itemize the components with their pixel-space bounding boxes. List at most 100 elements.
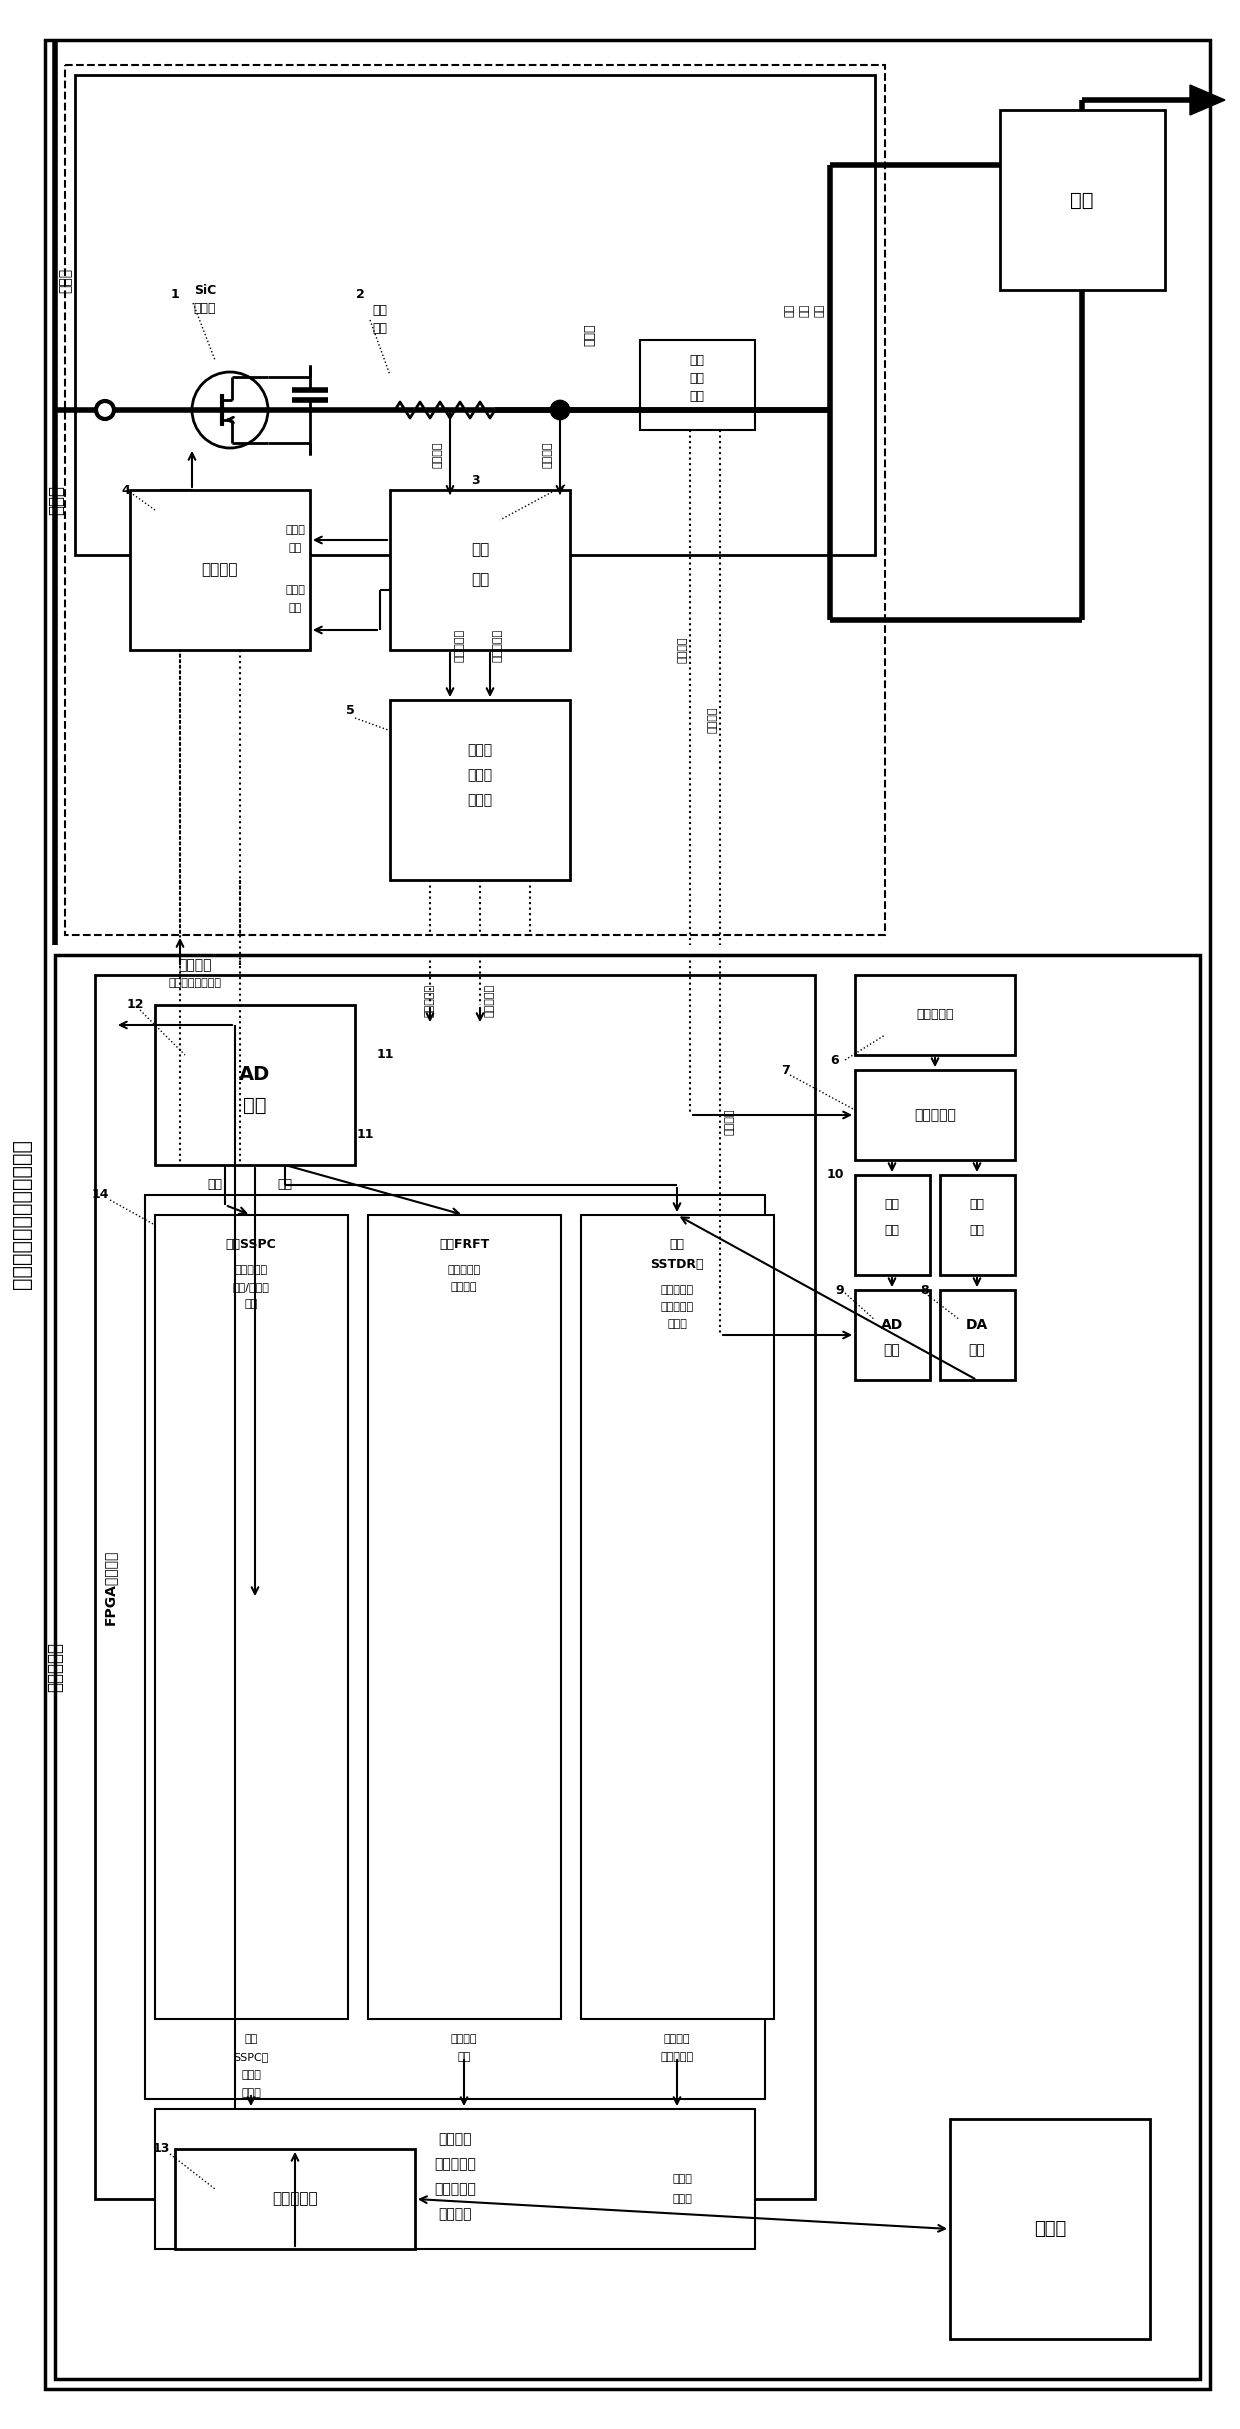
Text: 态信息: 态信息	[672, 2193, 692, 2203]
Text: FPGA主控模块: FPGA主控模块	[103, 1550, 117, 1625]
Text: 11: 11	[376, 1049, 394, 1061]
Text: 的系统故障: 的系统故障	[234, 1266, 268, 1275]
Text: 密闭舱命令: 密闭舱命令	[916, 1008, 954, 1023]
Text: 量上传: 量上传	[467, 792, 492, 806]
Text: 转换: 转换	[968, 1343, 986, 1358]
Text: 4: 4	[122, 483, 130, 496]
Text: 10: 10	[826, 1168, 843, 1180]
Bar	[130, 491, 310, 651]
Text: 决策控制: 决策控制	[179, 957, 212, 972]
Text: SSTDR的: SSTDR的	[650, 1258, 704, 1270]
Text: 检测: 检测	[372, 304, 387, 316]
Text: 保护: 保护	[244, 1300, 258, 1309]
Bar	[999, 109, 1166, 289]
Bar	[391, 700, 570, 879]
Text: 及定位信息: 及定位信息	[661, 2053, 693, 2062]
Text: DA: DA	[966, 1319, 988, 1331]
Bar	[640, 340, 755, 430]
Text: 系统故障诊: 系统故障诊	[434, 2181, 476, 2196]
Text: 调理后电流: 调理后电流	[425, 984, 435, 1018]
Text: 短路故障状态信号: 短路故障状态信号	[169, 979, 222, 989]
Text: 13: 13	[153, 2142, 170, 2155]
Bar	[175, 2150, 415, 2249]
Circle shape	[551, 401, 569, 418]
Text: 常规SSPC: 常规SSPC	[226, 1239, 277, 1251]
Text: 调理后电压: 调理后电压	[485, 984, 495, 1018]
Text: 故障检测: 故障检测	[451, 1283, 477, 1292]
Text: 调理后电压: 调理后电压	[455, 629, 465, 661]
Text: 基于: 基于	[670, 1239, 684, 1251]
Text: AD: AD	[880, 1319, 903, 1331]
Text: 断及管理: 断及管理	[438, 2208, 471, 2220]
Bar	[155, 2108, 755, 2249]
Text: 基于信息: 基于信息	[438, 2133, 471, 2145]
Text: 调理后: 调理后	[285, 525, 305, 534]
Text: 9: 9	[836, 1283, 844, 1297]
Text: 信息: 信息	[458, 2053, 471, 2062]
Text: SiC: SiC	[193, 284, 216, 296]
Text: AD: AD	[239, 1066, 270, 1083]
Bar	[582, 1214, 774, 2018]
Text: 调理后电流: 调理后电流	[494, 629, 503, 661]
Bar	[95, 974, 815, 2198]
Text: 检测: 检测	[471, 542, 489, 559]
Text: 融合技术的: 融合技术的	[434, 2157, 476, 2172]
Bar	[856, 1290, 930, 1380]
Text: 与定位: 与定位	[667, 1319, 687, 1329]
Bar	[145, 1195, 765, 2099]
Bar	[155, 1214, 348, 2018]
Bar	[391, 491, 570, 651]
Text: 触传: 触传	[689, 372, 704, 384]
Text: 功率板: 功率板	[47, 486, 64, 515]
Text: 感器: 感器	[689, 389, 704, 403]
Polygon shape	[1190, 85, 1225, 114]
Text: 触传: 触传	[800, 304, 810, 316]
Text: 转换: 转换	[884, 1343, 900, 1358]
Bar	[940, 1176, 1016, 1275]
Text: 调理: 调理	[884, 1224, 899, 1236]
Bar	[856, 974, 1016, 1054]
Text: 调理后: 调理后	[285, 585, 305, 595]
Text: 弧故障检测: 弧故障检测	[661, 1302, 693, 1312]
Text: 7: 7	[781, 1064, 790, 1076]
Text: 系统状: 系统状	[672, 2174, 692, 2184]
Bar	[64, 66, 885, 935]
Text: 降信息: 降信息	[241, 2089, 260, 2099]
Bar	[940, 1290, 1016, 1380]
Text: 非接: 非接	[785, 304, 795, 316]
Text: 12: 12	[126, 998, 144, 1010]
Text: 入射信号: 入射信号	[678, 636, 688, 663]
Text: 1: 1	[171, 289, 180, 301]
Text: 转换: 转换	[243, 1095, 267, 1115]
Text: 3: 3	[471, 474, 480, 486]
Text: 综合化直流固态功率控制器: 综合化直流固态功率控制器	[12, 1139, 32, 1290]
Text: 调制解调器: 调制解调器	[914, 1108, 956, 1122]
Text: 电弧故障: 电弧故障	[451, 2033, 477, 2043]
Text: 回路电流: 回路电流	[433, 442, 443, 469]
Text: 负载: 负载	[1070, 189, 1094, 209]
Bar	[856, 1071, 1016, 1161]
Text: SSPC装: SSPC装	[233, 2053, 269, 2062]
Text: 电流: 电流	[289, 602, 301, 612]
Text: 8: 8	[920, 1283, 929, 1297]
Bar	[155, 1006, 355, 1166]
Text: 检测: 检测	[884, 1197, 899, 1212]
Text: 数字控制板: 数字控制板	[46, 1642, 64, 1693]
Text: 感器: 感器	[815, 304, 825, 316]
Text: 硬件电: 硬件电	[467, 743, 492, 758]
Text: 电压: 电压	[289, 544, 301, 554]
Text: 非接: 非接	[689, 355, 704, 367]
Text: 常规: 常规	[244, 2033, 258, 2043]
Text: 电压: 电压	[207, 1178, 222, 1193]
Text: 功率管: 功率管	[193, 301, 216, 313]
Text: 故障信息: 故障信息	[663, 2033, 691, 2043]
Text: 载报告: 载报告	[241, 2070, 260, 2079]
Text: 11: 11	[356, 1129, 373, 1142]
Bar	[74, 75, 875, 554]
Text: 驱动控制: 驱动控制	[202, 564, 238, 578]
Text: 2: 2	[356, 289, 365, 301]
Text: 输出端: 输出端	[584, 323, 596, 347]
Text: 6: 6	[831, 1054, 839, 1066]
Text: 电流: 电流	[278, 1178, 293, 1193]
Text: 反射信号: 反射信号	[708, 707, 718, 734]
